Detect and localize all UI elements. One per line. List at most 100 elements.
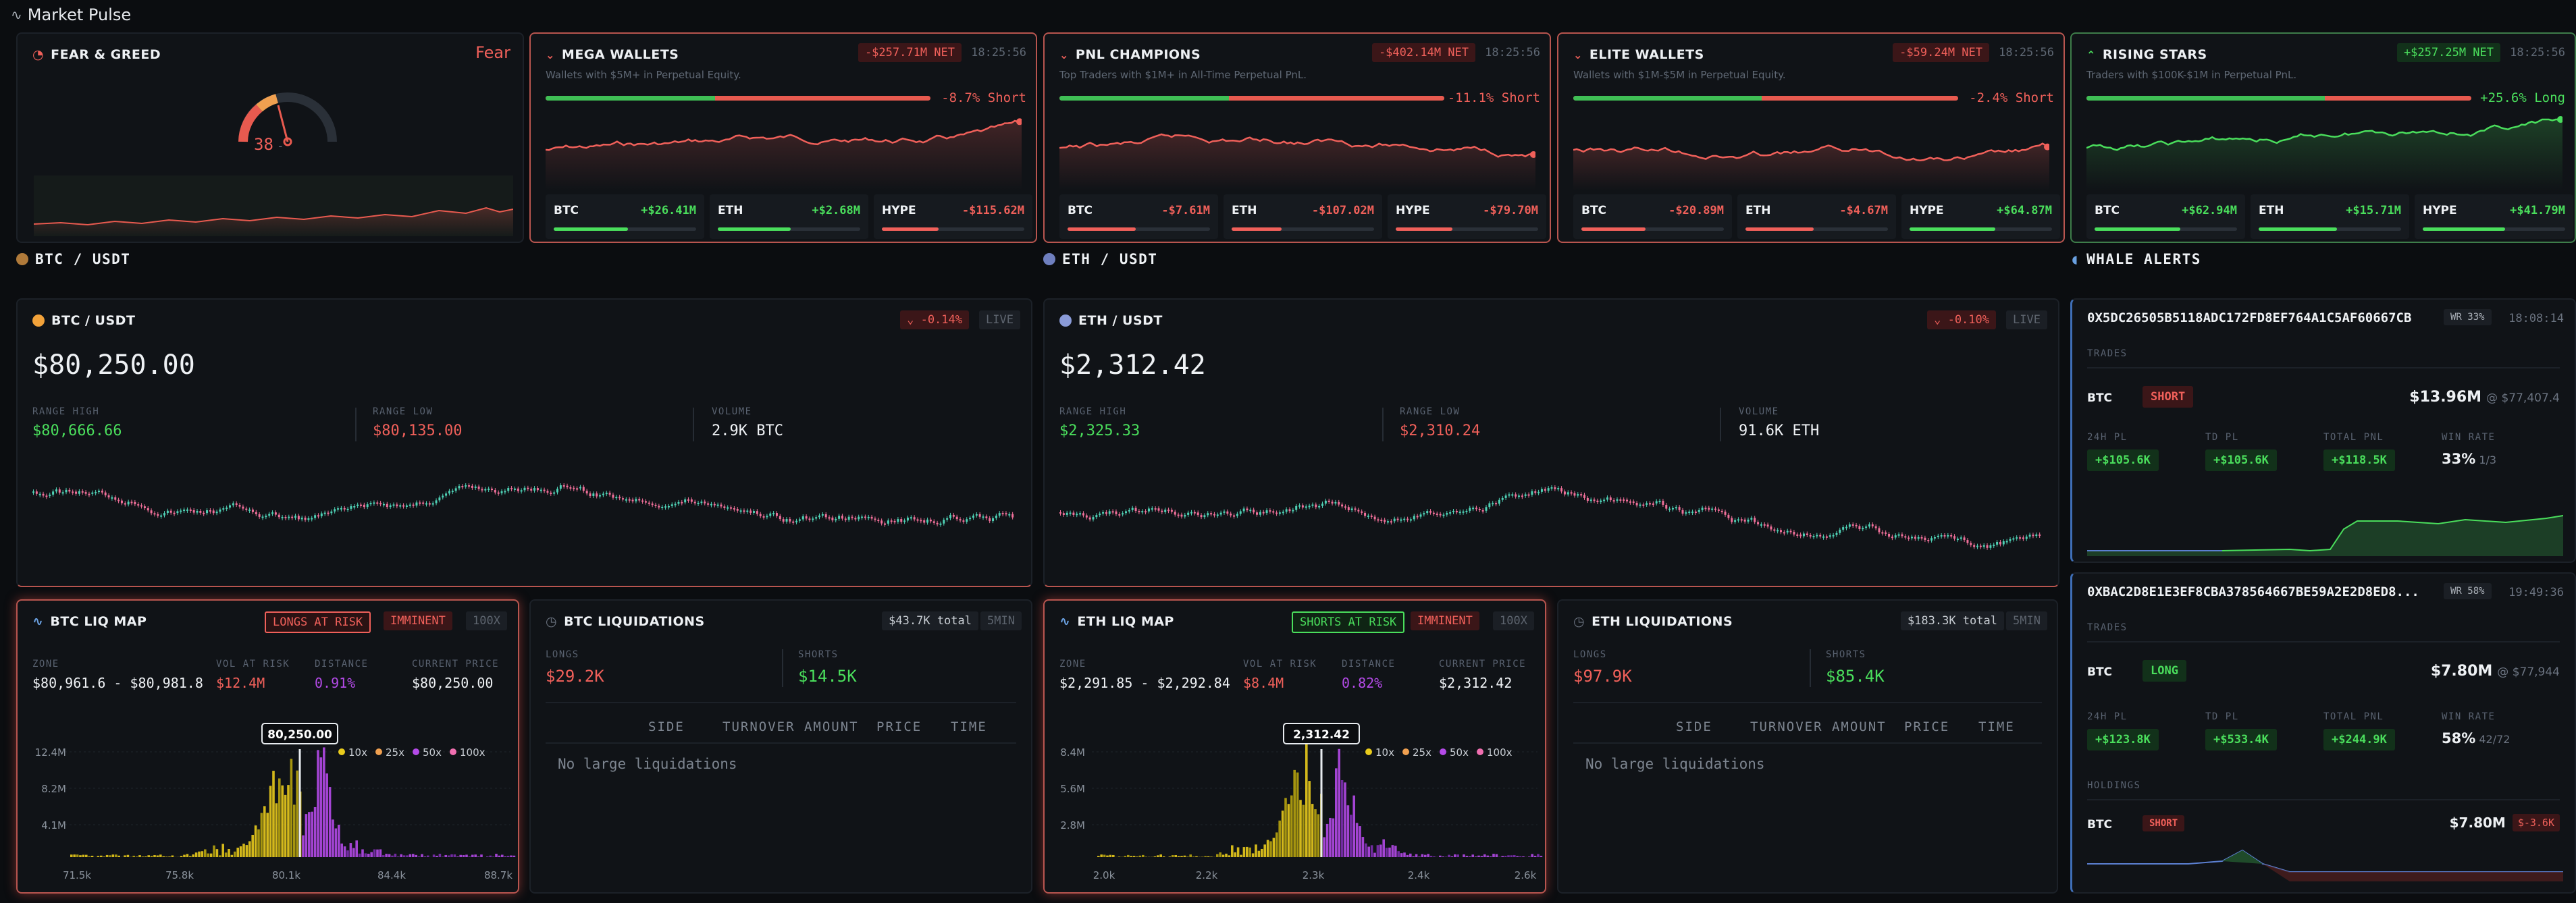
eth-coin-icon [1059,314,1072,327]
eth-coin-icon [1043,253,1055,265]
svg-text:12.4M: 12.4M [35,746,66,759]
whale-card[interactable]: 0X5DC26505B5118ADC172FD8EF764A1C5AF60667… [2070,298,2576,563]
btc-coin-icon [32,314,45,327]
coin-value: +$62.94M [2182,204,2237,217]
bias-label: -11.1% Short [1447,90,1540,105]
zone-stat: ZONE $80,961.6 - $80,981.8 [32,659,203,691]
liq-histogram: 12.4M 8.2M 4.1M 80,250.00 10x 25x 50x 100x 71.5k… [35,723,516,881]
whale-address[interactable]: 0XBAC2D8E1E3EF8CBA378564667BE59A2E2D8ED8… [2087,584,2419,599]
wallet-sparkline [546,118,1022,190]
total-badge: $43.7K total [882,611,978,630]
win-rate-badge: WR 33% [2444,309,2492,325]
fear-greed-sparkline [34,175,513,236]
coin-card-btc: BTC -$20.89M [1573,194,1732,239]
wallet-description: Traders with $100K-$1M in Perpetual PnL. [2086,69,2297,81]
fear-greed-title: ◔ FEAR & GREED [32,47,161,62]
coin-bar [1396,227,1538,231]
liq-map-title: ∿ ETH LIQ MAP [1059,614,1174,629]
ticker-price: $2,312.42 [1059,350,1206,381]
change-badge: ⌄ -0.10% [1927,310,1996,329]
app-header: ∿ Market Pulse [11,5,131,24]
wallet-description: Wallets with $1M-$5M in Perpetual Equity… [1573,69,1786,81]
svg-text:2.8M: 2.8M [1060,819,1085,831]
svg-text:50x: 50x [423,746,442,759]
whale-time: 19:49:36 [2508,586,2564,599]
whale-card[interactable]: 0XBAC2D8E1E3EF8CBA378564667BE59A2E2D8ED8… [2070,572,2576,894]
fear-greed-label: Fear [475,43,510,62]
coin-card-btc: BTC +$26.41M [546,194,704,239]
svg-text:80,250.00: 80,250.00 [267,728,332,742]
wallet-title: ⌄ PNL CHAMPIONS [1059,47,1201,62]
section-whale-alerts: ◖ WHALE ALERTS [2070,251,2201,267]
wallet-sparkline [1573,142,2049,190]
liq-map-title: ∿ BTC LIQ MAP [32,614,147,629]
svg-text:80.1k: 80.1k [272,869,300,881]
wallet-panel: ⌄ PNL CHAMPIONS -$402.14M NET 18:25:56 To… [1043,32,1551,243]
section-eth: ETH / USDT [1043,251,1157,267]
svg-text:4.1M: 4.1M [41,819,66,831]
liquidations-panel: ◷ ETH LIQUIDATIONS $183.3K total 5MIN LON… [1557,599,2058,894]
coin-card-hype: HYPE +$64.87M [1901,194,2060,239]
activity-icon: ∿ [32,614,44,629]
long-short-bar [1059,96,1444,101]
clock-icon: ◷ [1573,614,1585,629]
coin-bar [1745,227,1888,231]
coin-name: HYPE [882,204,916,217]
coin-bar [2095,227,2237,231]
coin-card-eth: ETH -$107.02M [1224,194,1382,239]
chevron-icon: ⌄ [1573,48,1583,61]
svg-text:5.6M: 5.6M [1060,783,1085,795]
coin-bar [1232,227,1374,231]
whale-stat: 24H PL +$105.6K [2087,432,2159,471]
svg-text:84.4k: 84.4k [377,869,406,881]
coin-value: -$107.02M [1311,204,1374,217]
bias-label: -8.7% Short [941,90,1026,105]
coin-value: -$79.70M [1483,204,1538,217]
coin-card-eth: ETH -$4.67M [1737,194,1896,239]
volume: VOLUME 2.9K BTC [712,406,783,439]
distance-stat: DISTANCE 0.91% [315,659,369,691]
chevron-down-icon: ⌄ [907,313,921,327]
wallet-panel: ⌄ ELITE WALLETS -$59.24M NET 18:25:56 Wal… [1557,32,2065,243]
bias-label: -2.4% Short [1969,90,2054,105]
vol-at-risk-stat: VOL AT RISK $8.4M [1243,659,1317,691]
wallet-description: Wallets with $5M+ in Perpetual Equity. [546,69,741,81]
whale-time: 18:08:14 [2508,312,2564,325]
trade-amount: $13.96M @ $77,407.4 [2409,389,2560,406]
svg-text:100x: 100x [460,746,485,759]
coin-card-eth: ETH +$15.71M [2251,194,2409,239]
pulse-icon: ∿ [11,7,22,23]
liquidations-title: ◷ ETH LIQUIDATIONS [1573,614,1733,629]
coin-value: +$15.71M [2346,204,2401,217]
leverage-badge: 100X [466,611,507,630]
ticker-pair: BTC / USDT [32,313,135,328]
activity-icon: ∿ [1059,614,1071,629]
coin-name: ETH [718,204,743,217]
svg-text:2.6k: 2.6k [1515,869,1537,881]
wallet-time: 18:25:56 [1999,46,2054,59]
coin-value: -$7.61M [1161,204,1210,217]
coin-bar [554,227,696,231]
wallet-time: 18:25:56 [1485,46,1540,59]
liq-histogram: 8.4M 5.6M 2.8M 2,312.42 10x 25x 50x 100x 2.0k 2.2… [1060,723,1543,881]
net-badge: +$257.25M NET [2396,43,2500,62]
fear-greed-value: 38 - [254,135,283,154]
coin-name: ETH [1745,204,1771,217]
holding-pnl-chart [2087,849,2563,881]
current-price-stat: CURRENT PRICE $80,250.00 [412,659,500,691]
wallet-description: Top Traders with $1M+ in All-Time Perpet… [1059,69,1307,81]
whale-address[interactable]: 0X5DC26505B5118ADC172FD8EF764A1C5AF60667… [2087,310,2412,325]
net-badge: -$59.24M NET [1893,43,1989,62]
leverage-badge: 100X [1493,611,1534,630]
trade-amount: $7.80M @ $77,944 [2430,663,2560,680]
wallet-sparkline [1059,133,1535,190]
wallet-sparkline [2086,116,2562,190]
coin-name: HYPE [1910,204,1944,217]
liquidations-panel: ◷ BTC LIQUIDATIONS $43.7K total 5MIN LONG… [529,599,1032,894]
svg-text:100x: 100x [1487,746,1513,759]
window-badge: 5MIN [980,611,1022,630]
liq-map-panel: ∿ ETH LIQ MAP SHORTS AT RISK IMMINENT 100… [1043,599,1546,894]
imminent-badge: IMMINENT [384,611,452,630]
chevron-icon: ⌄ [546,48,555,61]
clock-icon: ◷ [546,614,558,629]
